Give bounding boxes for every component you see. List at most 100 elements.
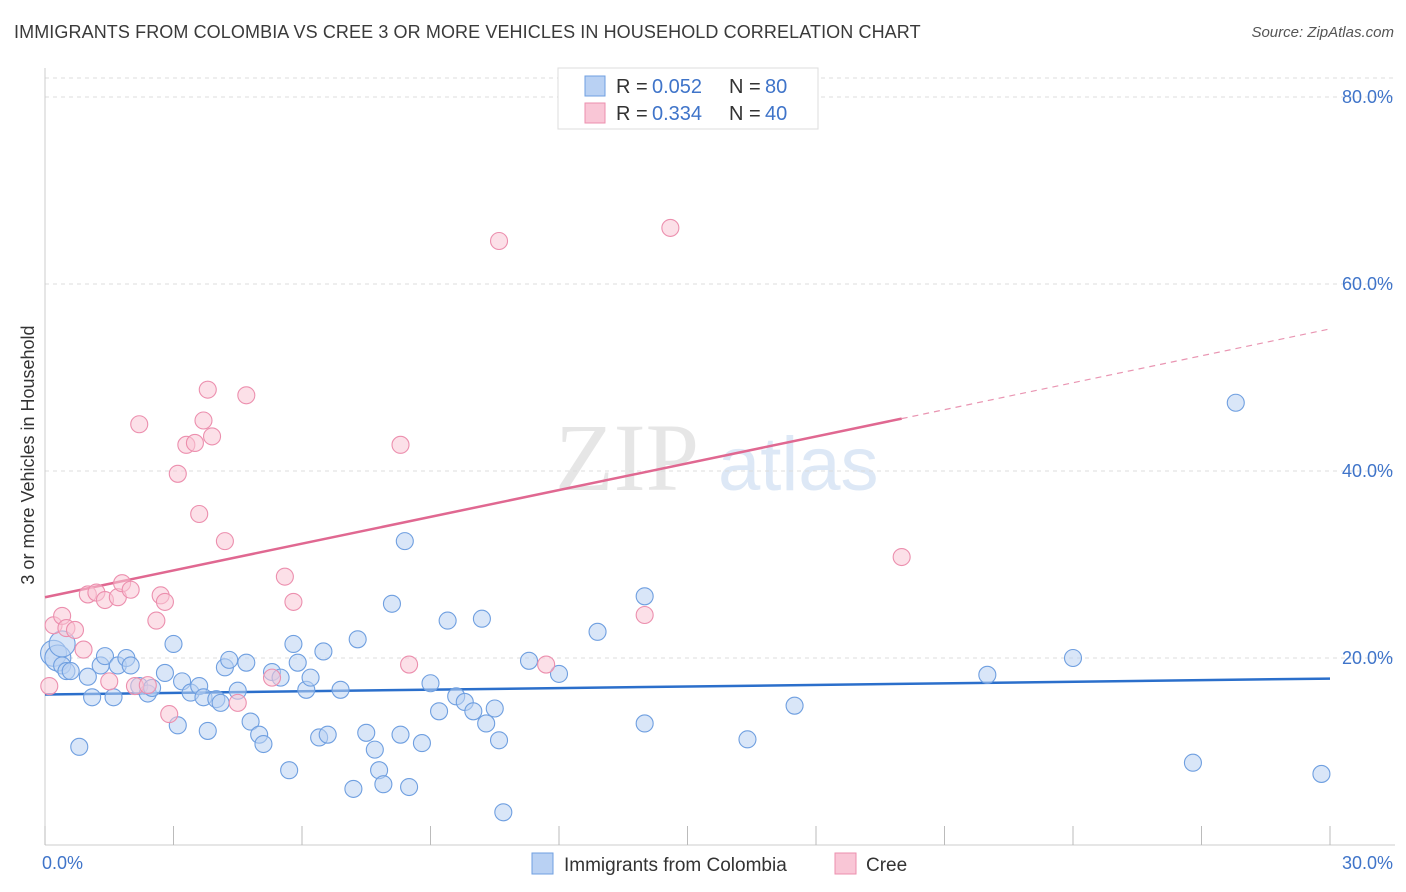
y-tick-label: 80.0% (1342, 87, 1393, 107)
bottom-legend-swatch-colombia (531, 852, 554, 875)
trend-extension-cree (901, 328, 1331, 420)
data-point (275, 567, 294, 586)
data-point (155, 663, 174, 683)
data-point (421, 674, 440, 693)
trend-lines (44, 328, 1331, 696)
data-point (138, 676, 157, 695)
data-point (168, 464, 187, 483)
y-tick-label: 40.0% (1342, 461, 1393, 481)
data-point (65, 620, 85, 640)
data-point (194, 411, 213, 430)
data-point (215, 532, 234, 551)
data-point (74, 640, 93, 659)
bottom-legend-swatch-cree (834, 852, 857, 875)
y-axis-title: 3 or more Vehicles in Household (18, 325, 38, 584)
data-point (400, 655, 419, 674)
bottom-legend-label-cree: Cree (866, 855, 907, 876)
data-point (391, 725, 410, 744)
data-point (130, 415, 149, 434)
data-point (284, 634, 303, 654)
data-point (391, 435, 410, 454)
data-point (344, 779, 363, 798)
data-point (348, 630, 367, 649)
series-cree (40, 218, 911, 724)
data-point (237, 653, 256, 672)
trend-line-colombia (44, 677, 1331, 696)
y-tick-label: 60.0% (1342, 274, 1393, 294)
legend-n-value-2: 40 (765, 103, 787, 125)
data-point (121, 656, 140, 675)
data-point (40, 676, 59, 696)
legend-r-value-1: 0.052 (652, 76, 702, 98)
data-point (1226, 393, 1245, 412)
data-point (892, 547, 911, 567)
legend-n-label-1: N = (729, 76, 761, 98)
data-point (477, 714, 496, 733)
data-point (489, 731, 509, 750)
data-points (40, 218, 1331, 822)
data-point (438, 611, 457, 630)
data-point (155, 592, 174, 611)
trend-line-cree (44, 417, 902, 599)
data-point (588, 622, 607, 641)
axes (44, 68, 1395, 846)
data-point (331, 680, 350, 699)
data-point (164, 634, 183, 654)
legend-n-value-1: 80 (765, 76, 787, 98)
source-credit: Source: ZipAtlas.com (1251, 24, 1394, 41)
data-point (211, 693, 230, 712)
data-point (160, 705, 179, 724)
data-point (1063, 648, 1083, 668)
x-tick-label-min: 0.0% (42, 853, 83, 873)
watermark-atlas: atlas (718, 422, 879, 507)
data-point (61, 662, 80, 681)
data-point (121, 580, 140, 599)
chart-title: IMMIGRANTS FROM COLOMBIA VS CREE 3 OR MO… (14, 22, 921, 42)
data-point (635, 605, 654, 625)
x-tick-label-max: 30.0% (1342, 853, 1393, 873)
data-point (494, 803, 513, 822)
legend-r-label-1: R = (616, 76, 648, 98)
watermark-zip: ZIP (555, 404, 699, 511)
data-point (301, 668, 320, 687)
data-point (190, 504, 209, 524)
data-point (1183, 753, 1202, 772)
data-point (489, 231, 509, 251)
gridlines (45, 77, 1395, 659)
data-point (185, 433, 204, 453)
data-point (365, 740, 384, 759)
data-point (220, 650, 239, 669)
data-point (147, 611, 166, 630)
data-point (382, 594, 402, 613)
data-point (198, 380, 217, 399)
data-point (95, 647, 115, 666)
data-point (978, 665, 997, 684)
data-point (738, 730, 757, 749)
data-point (485, 699, 504, 718)
ticks: 20.0% 40.0% 60.0% 80.0% 0.0% 30.0% (42, 87, 1393, 873)
bottom-legend-label-colombia: Immigrants from Colombia (564, 855, 787, 876)
data-point (472, 609, 491, 628)
data-point (237, 386, 256, 405)
legend-r-label-2: R = (616, 103, 648, 125)
data-point (100, 672, 119, 691)
data-point (241, 712, 260, 731)
legend-r-value-2: 0.334 (652, 103, 702, 125)
data-point (400, 777, 419, 797)
data-point (262, 668, 282, 687)
data-point (104, 688, 123, 707)
data-point (318, 725, 337, 744)
data-point (198, 721, 217, 740)
data-point (635, 587, 654, 606)
data-point (70, 737, 89, 756)
data-point (314, 642, 333, 661)
data-point (519, 651, 539, 670)
data-point (395, 532, 414, 551)
top-legend: R = 0.052 N = 80 R = 0.334 N = 40 (557, 67, 819, 130)
data-point (430, 702, 449, 721)
data-point (412, 734, 431, 753)
data-point (661, 218, 680, 237)
data-point (83, 688, 102, 707)
y-tick-label: 20.0% (1342, 648, 1393, 668)
